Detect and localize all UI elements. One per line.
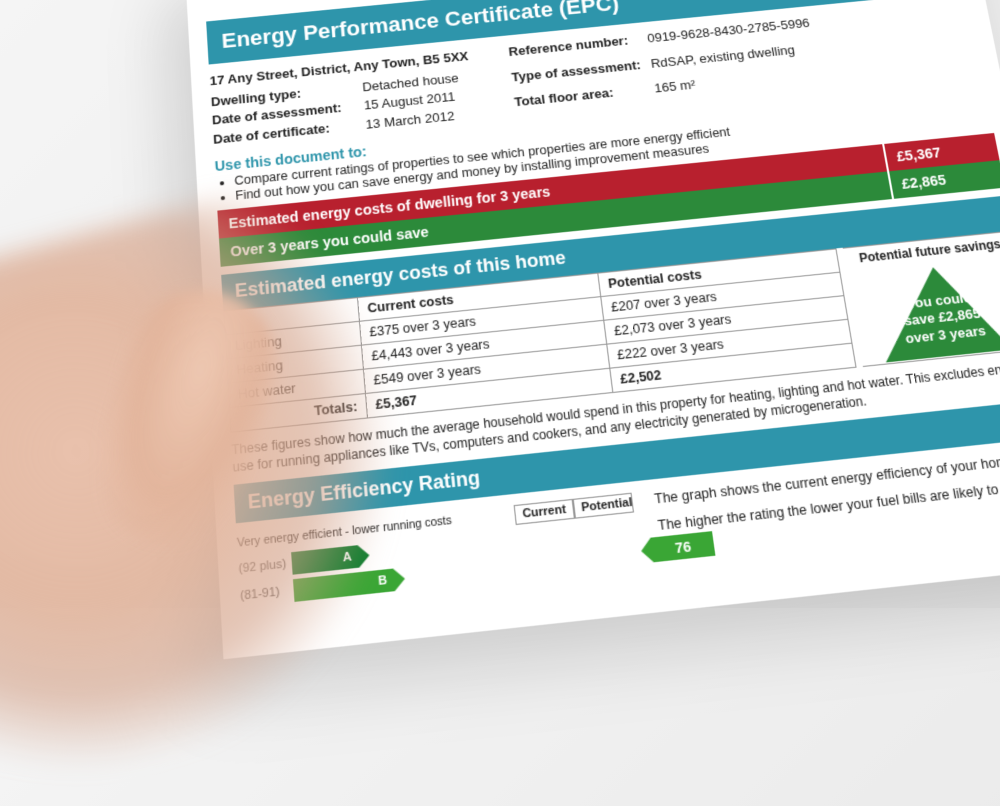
- savings-arrow-box: Potential future savings You could save …: [843, 230, 1000, 367]
- epc-document: S♔P © Crown copyright 2009 Energy Perfor…: [185, 0, 1000, 660]
- bar-a: A: [291, 546, 359, 576]
- bar-range-b: (81-91): [240, 584, 294, 603]
- property-left: 17 Any Street, District, Any Town, B5 5X…: [209, 47, 475, 149]
- bar-range-a: (92 plus): [238, 557, 292, 576]
